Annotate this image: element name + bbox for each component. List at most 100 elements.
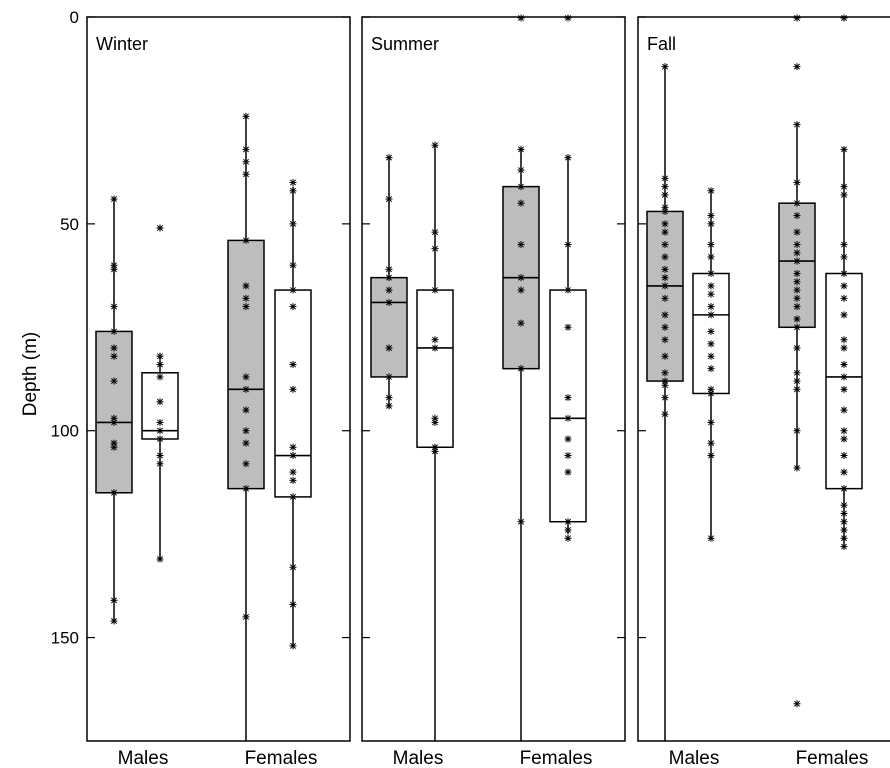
data-point [242, 282, 250, 290]
data-point [156, 452, 164, 460]
data-point [840, 361, 848, 369]
data-point [289, 563, 297, 571]
box-unshaded [416, 141, 454, 741]
data-point [661, 381, 669, 389]
data-point [156, 460, 164, 468]
data-point [840, 534, 848, 542]
data-point [385, 394, 393, 402]
data-point [517, 14, 525, 22]
data-point [661, 253, 669, 261]
data-point [840, 452, 848, 460]
data-point [289, 476, 297, 484]
data-point [707, 290, 715, 298]
data-point [289, 493, 297, 501]
data-point [385, 195, 393, 203]
data-point [840, 468, 848, 476]
box-shaded [95, 195, 133, 625]
data-point [385, 373, 393, 381]
data-point [289, 361, 297, 369]
data-point [289, 187, 297, 195]
data-point [110, 596, 118, 604]
data-point [793, 270, 801, 278]
data-point [707, 241, 715, 249]
data-point [156, 224, 164, 232]
data-point [242, 439, 250, 447]
data-point [707, 534, 715, 542]
data-point [564, 526, 572, 534]
y-tick-label: 100 [51, 422, 79, 441]
data-point [793, 278, 801, 286]
data-point [517, 274, 525, 282]
data-point [793, 241, 801, 249]
data-point [707, 253, 715, 261]
data-point [564, 14, 572, 22]
data-point [156, 373, 164, 381]
data-point [289, 385, 297, 393]
data-point [110, 327, 118, 335]
data-point [242, 112, 250, 120]
data-point [707, 365, 715, 373]
data-point [840, 241, 848, 249]
panel-frame [637, 16, 890, 742]
data-point [156, 352, 164, 360]
data-point [793, 385, 801, 393]
y-tick-label: 150 [51, 629, 79, 648]
data-point [564, 154, 572, 162]
box-iqr [227, 239, 265, 490]
data-point [793, 228, 801, 236]
data-point [840, 183, 848, 191]
data-point [517, 145, 525, 153]
data-point [517, 183, 525, 191]
data-point [793, 303, 801, 311]
panel-winter: 0 50 100 150 Winter Males Females [51, 8, 351, 768]
data-point [661, 282, 669, 290]
data-point [156, 361, 164, 369]
data-point [840, 406, 848, 414]
data-point [156, 555, 164, 563]
data-point [156, 435, 164, 443]
y-tick-label: 50 [60, 215, 79, 234]
data-point [840, 435, 848, 443]
data-point [840, 336, 848, 344]
data-point [564, 468, 572, 476]
data-point [110, 617, 118, 625]
data-point [385, 402, 393, 410]
data-point [242, 385, 250, 393]
box-shaded [227, 112, 265, 741]
data-point [289, 468, 297, 476]
data-point [661, 323, 669, 331]
panel-title: Winter [96, 34, 148, 54]
data-point [110, 265, 118, 273]
data-point [793, 178, 801, 186]
data-point [517, 518, 525, 526]
data-point [840, 518, 848, 526]
y-axis-label: Depth (m) [20, 332, 41, 416]
data-point [793, 121, 801, 129]
data-point [289, 178, 297, 186]
data-point [661, 183, 669, 191]
data-point [793, 63, 801, 71]
data-point [707, 327, 715, 335]
data-point [431, 336, 439, 344]
box-shaded [502, 14, 540, 741]
data-point [707, 303, 715, 311]
data-point [793, 315, 801, 323]
data-point [110, 303, 118, 311]
data-point [661, 352, 669, 360]
data-point [793, 323, 801, 331]
data-point [707, 270, 715, 278]
data-point [793, 369, 801, 377]
data-point [707, 439, 715, 447]
data-point [840, 294, 848, 302]
category-label: Females [520, 748, 593, 768]
data-point [707, 418, 715, 426]
data-point [661, 336, 669, 344]
data-point [564, 286, 572, 294]
data-point [385, 265, 393, 273]
data-point [707, 311, 715, 319]
box-shaded [778, 14, 816, 708]
box-shaded [370, 154, 408, 410]
data-point [840, 311, 848, 319]
data-point [242, 236, 250, 244]
data-point [110, 344, 118, 352]
